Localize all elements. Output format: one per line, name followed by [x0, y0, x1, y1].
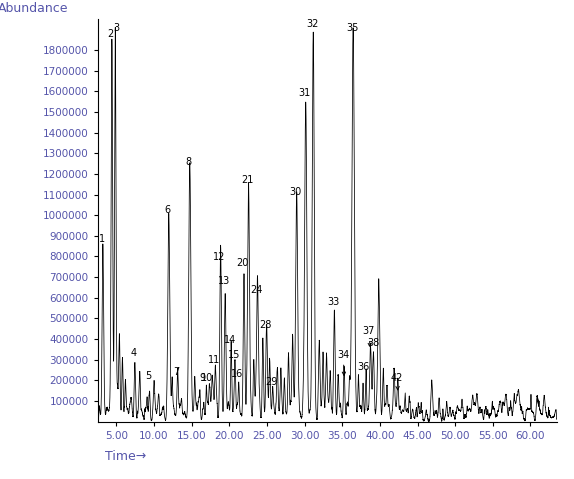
Text: 24: 24: [250, 285, 263, 295]
Text: 36: 36: [358, 362, 370, 372]
Text: 15: 15: [228, 350, 240, 360]
Text: 7: 7: [173, 367, 180, 377]
Text: 28: 28: [259, 319, 272, 330]
Text: 9: 9: [200, 373, 205, 383]
Text: 37: 37: [362, 326, 375, 346]
Text: 16: 16: [231, 369, 243, 379]
Text: 42: 42: [391, 373, 404, 390]
Text: 14: 14: [224, 335, 236, 345]
Text: 21: 21: [241, 175, 254, 185]
Text: 35: 35: [346, 23, 358, 33]
Text: 12: 12: [214, 251, 226, 262]
Y-axis label: Abundance: Abundance: [0, 2, 68, 15]
Text: 4: 4: [131, 348, 137, 357]
Text: 2: 2: [108, 29, 114, 39]
Text: 20: 20: [236, 258, 249, 268]
Text: 11: 11: [208, 355, 220, 365]
Text: 5: 5: [145, 371, 152, 381]
Text: 29: 29: [265, 377, 278, 388]
Text: 38: 38: [367, 338, 379, 348]
Text: 33: 33: [327, 297, 339, 307]
X-axis label: Time→: Time→: [104, 450, 146, 463]
Text: 31: 31: [298, 88, 311, 98]
Text: 13: 13: [218, 276, 230, 286]
Text: 8: 8: [185, 157, 192, 167]
Text: 34: 34: [338, 350, 350, 376]
Text: 1: 1: [99, 234, 105, 244]
Text: 32: 32: [307, 20, 319, 30]
Text: 3: 3: [113, 23, 119, 33]
Text: 6: 6: [165, 205, 170, 215]
Text: 30: 30: [289, 187, 301, 196]
Text: 10: 10: [201, 373, 213, 383]
